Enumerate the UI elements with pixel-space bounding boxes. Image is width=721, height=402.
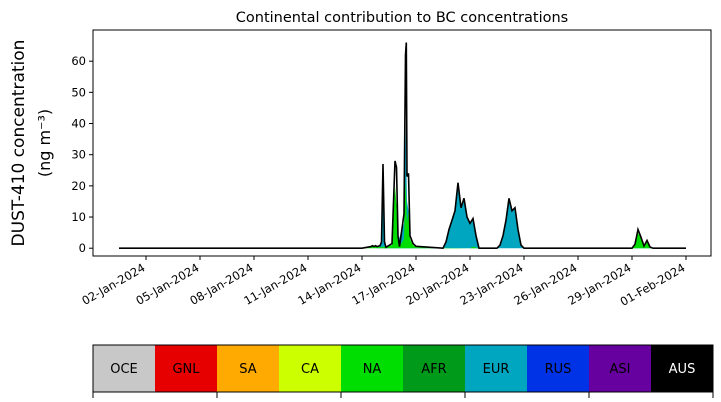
y-tick-label: 40 (71, 117, 86, 131)
legend-label-afr: AFR (421, 362, 446, 377)
plot-area (92, 29, 712, 257)
legend-swatch-ca (279, 345, 341, 392)
legend-label-ca: CA (301, 362, 319, 377)
y-axis-label-line2: (ng m⁻³) (35, 109, 54, 177)
legend-label-sa: SA (239, 362, 256, 377)
legend-swatch-afr (403, 345, 465, 392)
legend-label-oce: OCE (110, 362, 138, 377)
legend-label-asi: ASI (610, 362, 631, 377)
y-tick-label: 0 (79, 241, 86, 255)
legend-swatch-gnl (155, 345, 217, 392)
legend-label-eur: EUR (483, 362, 510, 377)
legend-label-aus: AUS (669, 362, 696, 377)
y-tick-label: 30 (71, 148, 86, 162)
chart-title: Continental contribution to BC concentra… (236, 10, 568, 26)
colorbar-frame (92, 344, 714, 393)
legend-swatch-aus (651, 345, 713, 392)
y-axis: 0 10 20 30 40 50 60 (71, 54, 93, 255)
y-tick-label: 10 (71, 210, 86, 224)
legend-label-rus: RUS (545, 362, 572, 377)
plot-frame (92, 29, 712, 257)
legend-swatch-oce (93, 345, 155, 392)
legend-swatch-sa (217, 345, 279, 392)
series-layer (119, 42, 686, 250)
y-axis-label-line1: DUST-410 concentration (9, 40, 29, 247)
region-colorbar: OCE GNL SA CA NA AFR EUR RUS ASI AUS (92, 344, 714, 398)
plot-background (93, 30, 711, 256)
legend-swatch-asi (589, 345, 651, 392)
legend-swatch-rus (527, 345, 589, 392)
series-line-aus (119, 42, 686, 250)
y-tick-label: 50 (71, 85, 86, 99)
y-tick-label: 20 (71, 179, 86, 193)
legend-swatch-eur (465, 345, 527, 392)
y-tick-label: 60 (71, 54, 86, 68)
legend-label-gnl: GNL (172, 362, 200, 377)
x-axis: 02-Jan-202405-Jan-202408-Jan-202411-Jan-… (79, 256, 688, 309)
legend-label-na: NA (363, 362, 382, 377)
legend-swatch-na (341, 345, 403, 392)
